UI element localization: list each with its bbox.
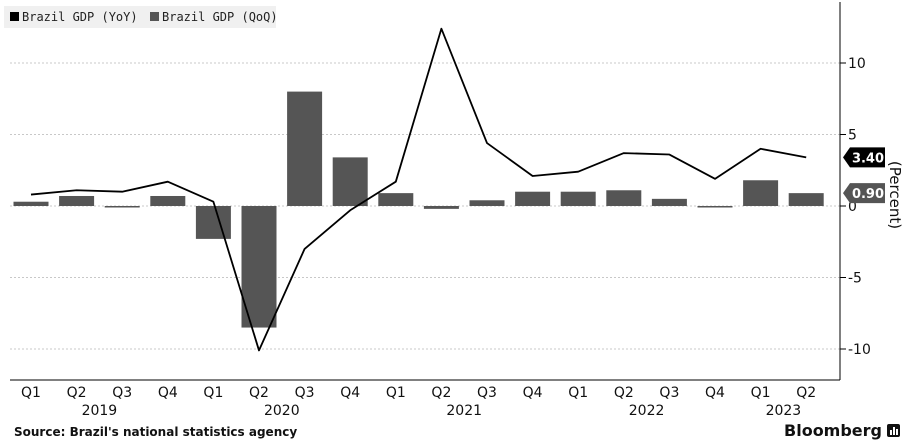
- end-label-0.90: 0.90: [843, 183, 885, 204]
- x-tick-label: Q1: [386, 385, 406, 401]
- yoy-line: [30, 27, 807, 352]
- yoy-series-line: [30, 27, 807, 352]
- x-tick-label: Q3: [112, 385, 132, 401]
- qoq-bar: [788, 193, 824, 206]
- x-tick-label: Q1: [568, 385, 588, 401]
- x-year-label: 2020: [264, 403, 300, 419]
- x-tick-label: Q2: [431, 385, 451, 401]
- x-tick-label: Q1: [203, 385, 223, 401]
- legend-swatch-yoy: [10, 12, 19, 21]
- y-tick-label: 10: [848, 56, 866, 72]
- qoq-bars: [13, 91, 824, 328]
- qoq-bar: [287, 91, 323, 206]
- end-value-labels: 3.40 0.90: [843, 147, 885, 204]
- y-axis: -10 -5 0 5 10: [10, 2, 871, 381]
- qoq-bar: [332, 157, 368, 206]
- x-tick-label: Q2: [67, 385, 87, 401]
- x-tick-label: Q4: [705, 385, 725, 401]
- bloomberg-logo: Bloomberg: [784, 421, 882, 440]
- x-tick-label: Q3: [295, 385, 315, 401]
- x-year-label: 2021: [446, 403, 482, 419]
- qoq-bar: [104, 206, 140, 208]
- qoq-bar: [606, 190, 642, 206]
- legend: Brazil GDP (YoY) Brazil GDP (QoQ): [4, 6, 278, 28]
- x-tick-label: Q2: [796, 385, 816, 401]
- x-year-label: 2019: [82, 403, 118, 419]
- x-tick-label: Q2: [614, 385, 634, 401]
- x-tick-label: Q2: [249, 385, 269, 401]
- x-year-label: 2022: [629, 403, 665, 419]
- end-label-text: 0.90: [852, 187, 884, 202]
- qoq-bar: [743, 180, 779, 206]
- x-tick-label: Q4: [523, 385, 543, 401]
- x-tick-label: Q4: [158, 385, 178, 401]
- x-tick-label: Q3: [659, 385, 679, 401]
- qoq-bar: [59, 195, 95, 206]
- x-tick-label: Q1: [751, 385, 771, 401]
- y-tick-label: 0: [848, 199, 857, 215]
- qoq-bar: [515, 191, 551, 206]
- qoq-bar: [195, 206, 231, 239]
- y-tick-label: -10: [848, 342, 871, 358]
- legend-background: [4, 6, 276, 28]
- source-note: Source: Brazil's national statistics age…: [14, 425, 297, 439]
- qoq-bar: [651, 198, 687, 206]
- end-label-badge: [843, 183, 885, 204]
- qoq-bar: [469, 200, 505, 206]
- y-tick-label: -5: [848, 271, 862, 287]
- qoq-bar: [378, 193, 414, 206]
- qoq-bar: [697, 206, 733, 208]
- qoq-bar: [423, 206, 459, 209]
- y-tick-label: 5: [848, 128, 857, 144]
- x-year-label: 2023: [766, 403, 802, 419]
- end-label-3.40: 3.40: [843, 147, 885, 168]
- bloomberg-terminal-icon: [887, 424, 900, 437]
- x-tick-label: Q4: [340, 385, 360, 401]
- end-label-text: 3.40: [852, 151, 884, 166]
- qoq-bar: [560, 191, 596, 206]
- legend-label-qoq: Brazil GDP (QoQ): [162, 10, 278, 24]
- legend-swatch-qoq: [150, 12, 159, 21]
- end-label-badge: [843, 147, 885, 168]
- y-axis-label: (Percent): [886, 161, 904, 229]
- qoq-bar: [150, 195, 186, 206]
- x-tick-label: Q3: [477, 385, 497, 401]
- qoq-bar: [13, 201, 49, 206]
- qoq-bar: [241, 206, 277, 328]
- x-axis-labels: Q1 Q2 Q3 Q4 Q1 Q2 Q3 Q4 Q1 Q2 Q3 Q4 Q1 Q2 Q3 Q4 Q1 Q2 2019…: [21, 385, 816, 419]
- x-tick-label: Q1: [21, 385, 41, 401]
- legend-label-yoy: Brazil GDP (YoY): [22, 10, 138, 24]
